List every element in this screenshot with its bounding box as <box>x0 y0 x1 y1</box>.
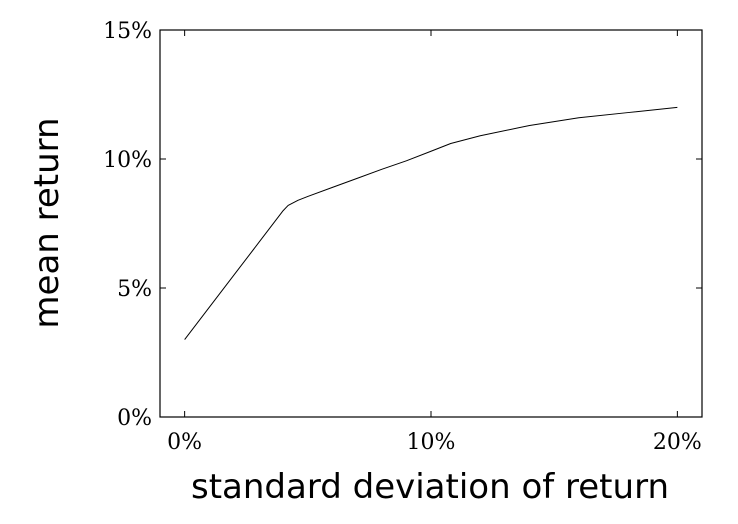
x-tick-label: 10% <box>407 430 456 455</box>
y-tick-label: 0% <box>117 406 152 431</box>
y-tick-label: 15% <box>103 19 152 44</box>
x-tick-label: 20% <box>653 430 702 455</box>
x-tick-label: 0% <box>167 430 202 455</box>
y-tick-label: 10% <box>103 148 152 173</box>
x-axis-ticks: 0% 10% 20% <box>167 30 702 455</box>
plot-frame <box>159 29 703 418</box>
series-line <box>184 106 678 340</box>
series-layer <box>184 106 678 340</box>
y-tick-label: 5% <box>117 277 152 302</box>
plot-border <box>159 29 703 418</box>
x-axis-label: standard deviation of return <box>191 467 669 507</box>
y-axis-ticks: 0% 5% 10% 15% <box>103 19 702 431</box>
y-axis-label: mean return <box>27 117 67 328</box>
